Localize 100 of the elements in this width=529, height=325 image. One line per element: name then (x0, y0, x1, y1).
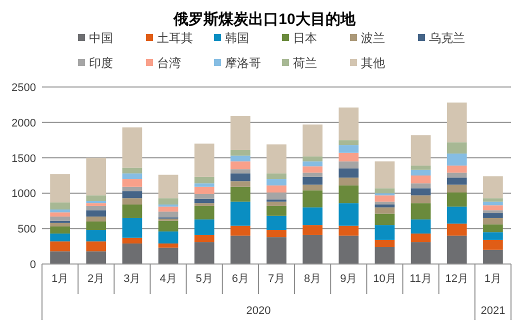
bar (483, 213, 503, 218)
bar (86, 216, 106, 222)
bar (230, 202, 250, 226)
bar (194, 144, 214, 177)
bar (50, 202, 70, 210)
bar (158, 220, 178, 232)
chart-title: 俄罗斯煤炭出口10大目的地 (172, 11, 356, 28)
bar (338, 145, 359, 153)
x-tick-label: 11月 (410, 273, 432, 285)
bar (230, 156, 250, 162)
bar (374, 240, 395, 248)
bar (483, 176, 503, 198)
bar (266, 179, 286, 186)
bar (338, 203, 359, 226)
bar (483, 202, 503, 206)
bar (86, 222, 106, 230)
bar (446, 166, 467, 173)
bar (158, 231, 178, 244)
bar (50, 241, 70, 252)
x-tick-label: 4月 (160, 273, 177, 285)
y-tick-label: 2000 (12, 117, 36, 130)
bar (374, 188, 395, 194)
bar (230, 236, 250, 264)
bar (410, 188, 431, 196)
bar (338, 108, 359, 140)
y-tick-label: 500 (18, 224, 36, 236)
bar (410, 166, 431, 170)
bar (410, 219, 431, 234)
legend-label: 土耳其 (157, 31, 193, 45)
bar (122, 168, 142, 174)
bar (194, 203, 214, 206)
bar (483, 224, 503, 232)
legend-label: 荷兰 (293, 56, 317, 70)
text: 2020 (246, 305, 271, 317)
bar (194, 234, 214, 242)
bar (86, 195, 106, 201)
bar (446, 102, 467, 142)
bar (483, 210, 503, 214)
x-tick-label: 10月 (373, 273, 396, 285)
bar (194, 176, 214, 184)
bar (158, 243, 178, 248)
bar (86, 241, 106, 252)
bar (86, 203, 106, 206)
bar (302, 184, 322, 190)
bar (374, 195, 395, 202)
bar (410, 195, 431, 204)
bar (338, 236, 359, 264)
bar (194, 194, 214, 199)
bar (122, 191, 142, 198)
x-tick-label: 1月 (51, 273, 69, 285)
bar (86, 158, 106, 196)
y-tick-label: 2500 (12, 82, 36, 94)
bar (338, 168, 359, 178)
x-tick-label: 7月 (268, 273, 286, 285)
bar (86, 206, 106, 210)
bar (86, 251, 106, 264)
bar (302, 176, 322, 185)
bar (50, 174, 70, 202)
bar (446, 172, 467, 178)
bar (302, 207, 322, 226)
bar (158, 206, 178, 212)
bar (446, 192, 467, 207)
bar (374, 161, 395, 188)
bar (50, 212, 70, 217)
bar (50, 209, 70, 212)
bar (410, 234, 431, 242)
bar (50, 216, 70, 221)
bar (230, 186, 250, 202)
bar (338, 178, 359, 186)
bar (122, 204, 142, 218)
bar (302, 156, 322, 162)
legend-label: 乌克兰 (429, 31, 465, 45)
bar (266, 237, 286, 264)
bar (86, 200, 106, 204)
bar (446, 154, 467, 166)
legend-label: 摩洛哥 (225, 56, 261, 70)
bar (410, 203, 431, 220)
bar (483, 240, 503, 250)
bar (483, 218, 503, 224)
bar (230, 150, 250, 156)
bar (483, 232, 503, 240)
bar (446, 184, 467, 192)
bar (230, 173, 250, 182)
bar (374, 207, 395, 214)
bar (446, 224, 467, 236)
text: 2021 (480, 305, 506, 317)
bar (446, 236, 467, 264)
bar (266, 216, 286, 230)
x-tick-label: 1月 (484, 273, 502, 285)
x-tick-label: 9月 (340, 273, 358, 285)
bar (122, 179, 142, 187)
y-tick-label: 0 (30, 259, 36, 271)
legend-label: 台湾 (157, 56, 181, 70)
bar (374, 202, 395, 205)
bar (122, 218, 142, 238)
bar (50, 251, 70, 264)
bar (230, 161, 250, 170)
legend-label: 印度 (89, 56, 113, 70)
bar (302, 124, 322, 156)
bar (302, 190, 322, 208)
